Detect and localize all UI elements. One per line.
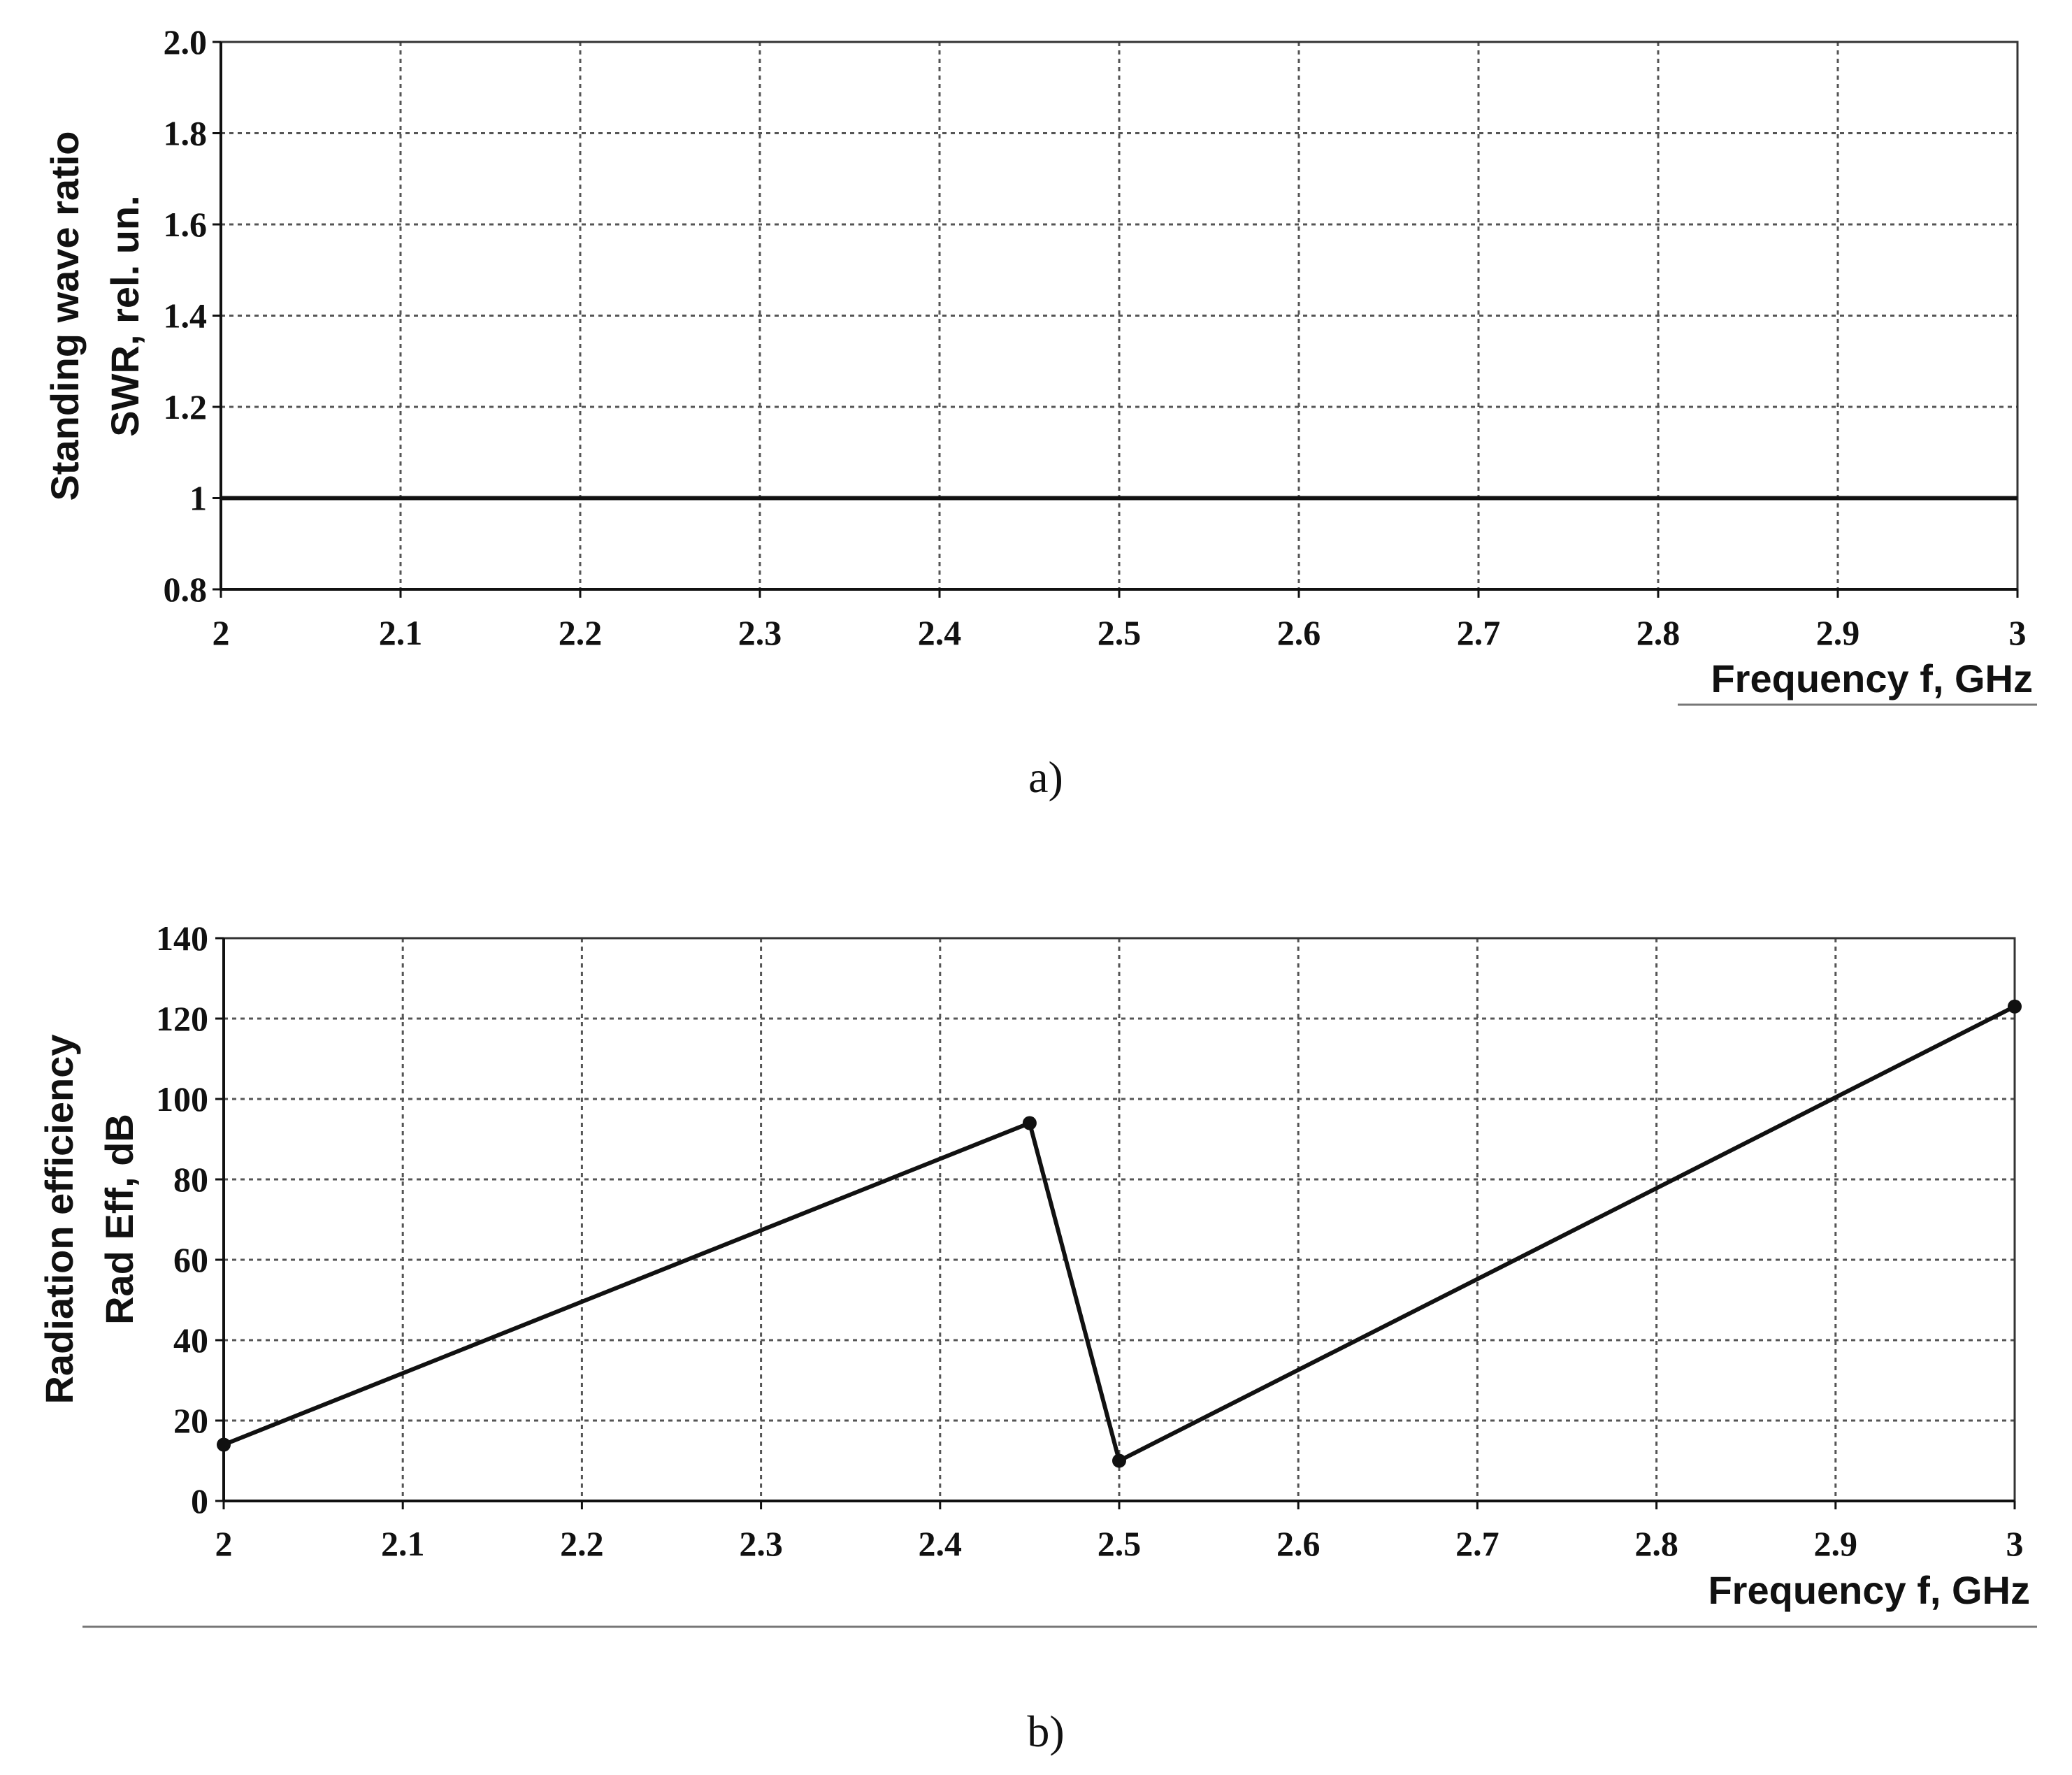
radeff-y-tick-label: 140	[156, 919, 208, 958]
radeff-grid	[224, 938, 2015, 1501]
swr-tick-labels: 2 2.1 2.2 2.3 2.4 2.5 2.6 2.7 2.8 2.9 3 0.8 1 1.2 1.4 1…	[164, 22, 2027, 652]
radeff-x-tick-label: 2	[215, 1524, 233, 1563]
radeff-x-tick-label: 2.1	[381, 1524, 425, 1563]
radeff-data-point	[1022, 1116, 1037, 1130]
swr-y-tick-label: 1	[189, 479, 207, 518]
swr-x-tick-label: 2.1	[379, 613, 423, 652]
swr-x-tick-label: 2.3	[738, 613, 782, 652]
swr-x-tick-label: 3	[2009, 613, 2027, 652]
radeff-y-tick-label: 100	[156, 1079, 208, 1119]
radeff-x-tick-label: 2.8	[1634, 1524, 1678, 1563]
radeff-data-point	[1112, 1453, 1126, 1468]
swr-y-tick-label: 1.4	[164, 296, 208, 336]
radeff-x-tick-label: 2.5	[1098, 1524, 1142, 1563]
swr-y-tick-label: 1.8	[164, 114, 208, 153]
swr-x-tick-label: 2.4	[918, 613, 962, 652]
swr-y-tick-label: 0.8	[164, 570, 208, 609]
radeff-y-axis-title-line-2: Rad Eff, dB	[97, 1114, 141, 1325]
radiation-efficiency-chart: 2 2.1 2.2 2.3 2.4 2.5 2.6 2.7 2.8 2.9 3 0 20 40 60 80 10…	[37, 919, 2037, 1756]
radeff-axes	[215, 937, 2016, 1509]
swr-y-tick-label: 1.6	[164, 205, 208, 244]
swr-y-axis-title-line-2: SWR, rel. un.	[103, 195, 147, 436]
radeff-x-tick-label: 2.9	[1814, 1524, 1858, 1563]
radeff-y-tick-label: 0	[191, 1481, 208, 1521]
radeff-x-tick-label: 2.2	[560, 1524, 604, 1563]
radeff-y-tick-label: 60	[173, 1240, 208, 1279]
swr-x-tick-label: 2.8	[1636, 613, 1681, 652]
radeff-tick-labels: 2 2.1 2.2 2.3 2.4 2.5 2.6 2.7 2.8 2.9 3 0 20 40 60 80 10…	[156, 919, 2024, 1563]
radeff-x-tick-label: 3	[2006, 1524, 2024, 1563]
radeff-data-point	[2008, 999, 2022, 1014]
radeff-y-tick-label: 120	[156, 999, 208, 1038]
panel-label-a: a)	[1028, 752, 1063, 802]
swr-grid	[221, 42, 2017, 589]
swr-x-tick-label: 2.7	[1457, 613, 1501, 652]
panel-label-b: b)	[1027, 1706, 1064, 1756]
radeff-x-tick-label: 2.3	[739, 1524, 783, 1563]
radeff-y-tick-label: 20	[173, 1401, 208, 1440]
swr-x-tick-label: 2.5	[1098, 613, 1142, 652]
radeff-data-point	[217, 1437, 231, 1452]
radeff-y-axis-title-line-1: Radiation efficiency	[37, 1034, 81, 1404]
swr-x-axis-title: Frequency f, GHz	[1711, 656, 2033, 700]
swr-chart: 2 2.1 2.2 2.3 2.4 2.5 2.6 2.7 2.8 2.9 3 0.8 1 1.2 1.4 1…	[43, 22, 2037, 802]
swr-y-axis-title-line-1: Standing wave ratio	[43, 131, 87, 501]
radeff-series-line	[222, 1005, 2016, 1464]
swr-x-tick-label: 2.2	[559, 613, 603, 652]
swr-axes	[213, 41, 2019, 598]
swr-x-tick-label: 2.9	[1816, 613, 1860, 652]
radeff-x-axis-title: Frequency f, GHz	[1708, 1568, 2030, 1612]
swr-x-tick-label: 2.6	[1277, 613, 1321, 652]
radeff-x-tick-label: 2.6	[1276, 1524, 1321, 1563]
radeff-x-tick-label: 2.7	[1455, 1524, 1499, 1563]
radeff-y-tick-label: 40	[173, 1321, 208, 1360]
swr-y-tick-label: 2.0	[164, 22, 208, 62]
swr-x-tick-label: 2	[213, 613, 230, 652]
radeff-x-tick-label: 2.4	[919, 1524, 963, 1563]
radeff-y-tick-label: 80	[173, 1160, 208, 1199]
radeff-series	[217, 999, 2022, 1468]
swr-y-tick-label: 1.2	[164, 387, 208, 426]
